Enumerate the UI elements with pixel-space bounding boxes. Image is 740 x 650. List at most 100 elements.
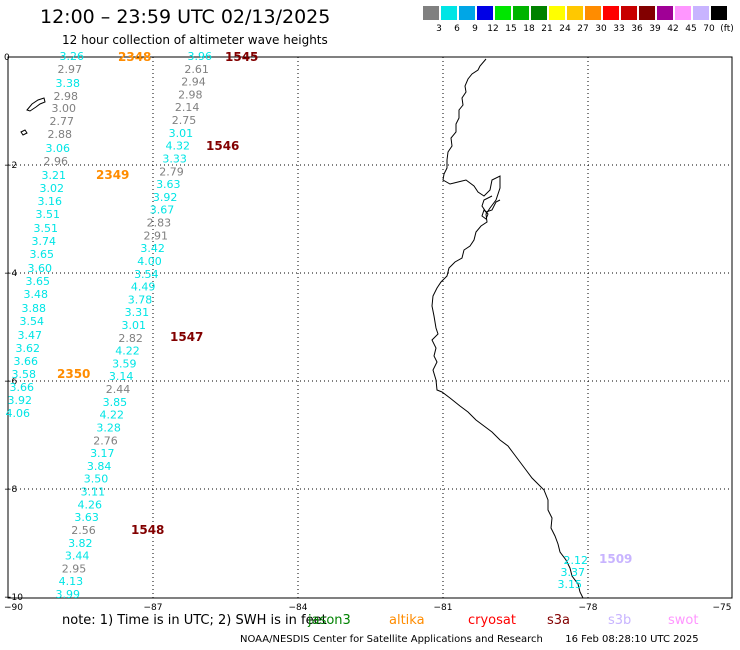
legend-label: 24: [559, 24, 571, 34]
wave-height-label: 2.95: [62, 562, 87, 575]
wave-height-label: 3.31: [125, 306, 150, 319]
legend-label: 39: [649, 24, 661, 34]
wave-height-label: 3.92: [8, 394, 33, 407]
wave-height-label: 2.83: [147, 217, 172, 230]
wave-height-label: 3.63: [74, 511, 99, 524]
y-axis-labels: 0 −2 −4 −6 −8 −10: [4, 53, 23, 603]
wave-height-label: 3.85: [103, 396, 128, 409]
legend-swatch: [621, 6, 637, 20]
wave-height-label: 3.88: [22, 302, 47, 315]
wave-height-label: 3.02: [40, 182, 65, 195]
map-subtitle: 12 hour collection of altimeter wave hei…: [62, 33, 328, 47]
footer-credit: NOAA/NESDIS Center for Satellite Applica…: [240, 634, 543, 645]
legend-label: 27: [577, 24, 589, 34]
wave-height-label: 3.62: [16, 342, 41, 355]
wave-height-label: 3.63: [156, 178, 181, 191]
wave-height-label: 3.96: [188, 50, 213, 63]
legend-swatch: [585, 6, 601, 20]
wave-height-label: 2.98: [54, 90, 79, 103]
legend-label: 42: [667, 24, 679, 34]
legend-label: 33: [613, 24, 625, 34]
wave-height-label: 4.00: [137, 255, 162, 268]
wave-height-label: 3.14: [109, 370, 134, 383]
legend-swatch: [567, 6, 583, 20]
y-tick-label: −10: [4, 593, 23, 603]
pass-labels: 2348 1545 1546 2349 1547 2350 1548 1509: [57, 50, 632, 566]
legend-label: 18: [523, 24, 535, 34]
wave-height-label: 3.54: [134, 268, 159, 281]
x-axis-labels: −90 −87 −84 −81 −78 −75: [4, 603, 732, 613]
wave-height-label: 4.06: [6, 407, 31, 420]
wave-height-label: 2.12: [564, 554, 589, 567]
x-tick-label: −90: [4, 603, 23, 613]
pass-time-label: 2349: [96, 168, 129, 182]
wave-height-label: 3.58: [12, 368, 37, 381]
wave-height-label: 3.50: [84, 473, 109, 486]
legend-swatch: [459, 6, 475, 20]
y-tick-label: −2: [4, 161, 17, 171]
wave-height-label: 2.88: [48, 128, 73, 141]
wave-height-label: 3.38: [56, 77, 81, 90]
wave-height-label: 3.54: [20, 315, 45, 328]
satellite-legend-item: s3b: [608, 613, 632, 628]
wave-height-label: 3.17: [90, 447, 115, 460]
pass-time-label: 1545: [225, 50, 258, 64]
y-tick-label: −6: [4, 377, 18, 387]
wave-height-label: 2.77: [50, 115, 75, 128]
legend-label: 45: [685, 24, 697, 34]
grid: [8, 57, 732, 598]
wave-height-label: 2.14: [175, 101, 200, 114]
footer-timestamp: 16 Feb 08:28:10 UTC 2025: [565, 634, 699, 645]
wave-height-label: 3.06: [46, 142, 71, 155]
pass-time-label: 2348: [118, 50, 151, 64]
gulf-of-guayaquil-coast: [481, 195, 501, 213]
wave-height-label: 3.66: [14, 355, 39, 368]
pass-time-label: 1509: [599, 552, 632, 566]
satellite-legend-item: swot: [668, 613, 699, 628]
wave-height-label: 3.01: [122, 319, 147, 332]
wave-height-label: 3.48: [24, 288, 49, 301]
x-tick-label: −87: [144, 603, 163, 613]
legend-label: 36: [631, 24, 643, 34]
wave-height-label: 3.44: [65, 550, 90, 563]
wave-height-label: 2.91: [144, 229, 169, 242]
map-title: 12:00 – 23:59 UTC 02/13/2025: [40, 6, 331, 28]
satellite-legend-item: jason3: [308, 613, 351, 628]
wave-height-label: 3.33: [162, 152, 187, 165]
wave-height-label: 4.13: [59, 575, 84, 588]
wave-height-label: 3.67: [150, 204, 175, 217]
y-tick-label: −8: [4, 485, 18, 495]
wave-height-label: 3.21: [42, 169, 67, 182]
wave-height-label: 2.98: [178, 88, 203, 101]
wave-height-label: 3.51: [36, 208, 61, 221]
wave-height-label: 3.47: [18, 329, 43, 342]
wave-height-label: 3.74: [32, 235, 57, 248]
wave-height-label: 2.44: [106, 383, 131, 396]
altimeter-tracks: 3.262.973.382.983.002.772.883.062.963.21…: [6, 50, 589, 601]
x-tick-label: −78: [579, 603, 598, 613]
wave-height-label: 3.16: [38, 195, 63, 208]
wave-height-label: 3.26: [60, 50, 85, 63]
pass-time-label: 2350: [57, 367, 90, 381]
legend-label: 12: [487, 24, 499, 34]
legend-swatch: [675, 6, 691, 20]
legend-swatch: [639, 6, 655, 20]
legend-swatch: [693, 6, 709, 20]
legend-swatch: [513, 6, 529, 20]
y-tick-label: −4: [4, 269, 18, 279]
footer-note: note: 1) Time is in UTC; 2) SWH is in fe…: [62, 613, 327, 628]
legend-label: 9: [472, 24, 478, 34]
wave-height-label: 3.51: [34, 222, 59, 235]
y-tick-label: 0: [4, 53, 10, 63]
plot-frame: [7, 56, 733, 599]
wave-height-label: 3.78: [128, 293, 153, 306]
legend-swatch: [477, 6, 493, 20]
wave-height-label: 3.00: [52, 102, 77, 115]
wave-height-label: 3.66: [10, 381, 35, 394]
wave-height-label: 4.49: [131, 281, 156, 294]
wave-height-label: 3.37: [561, 566, 586, 579]
legend-swatch: [549, 6, 565, 20]
wave-height-label: 2.96: [44, 155, 69, 168]
legend-label: 21: [541, 24, 553, 34]
